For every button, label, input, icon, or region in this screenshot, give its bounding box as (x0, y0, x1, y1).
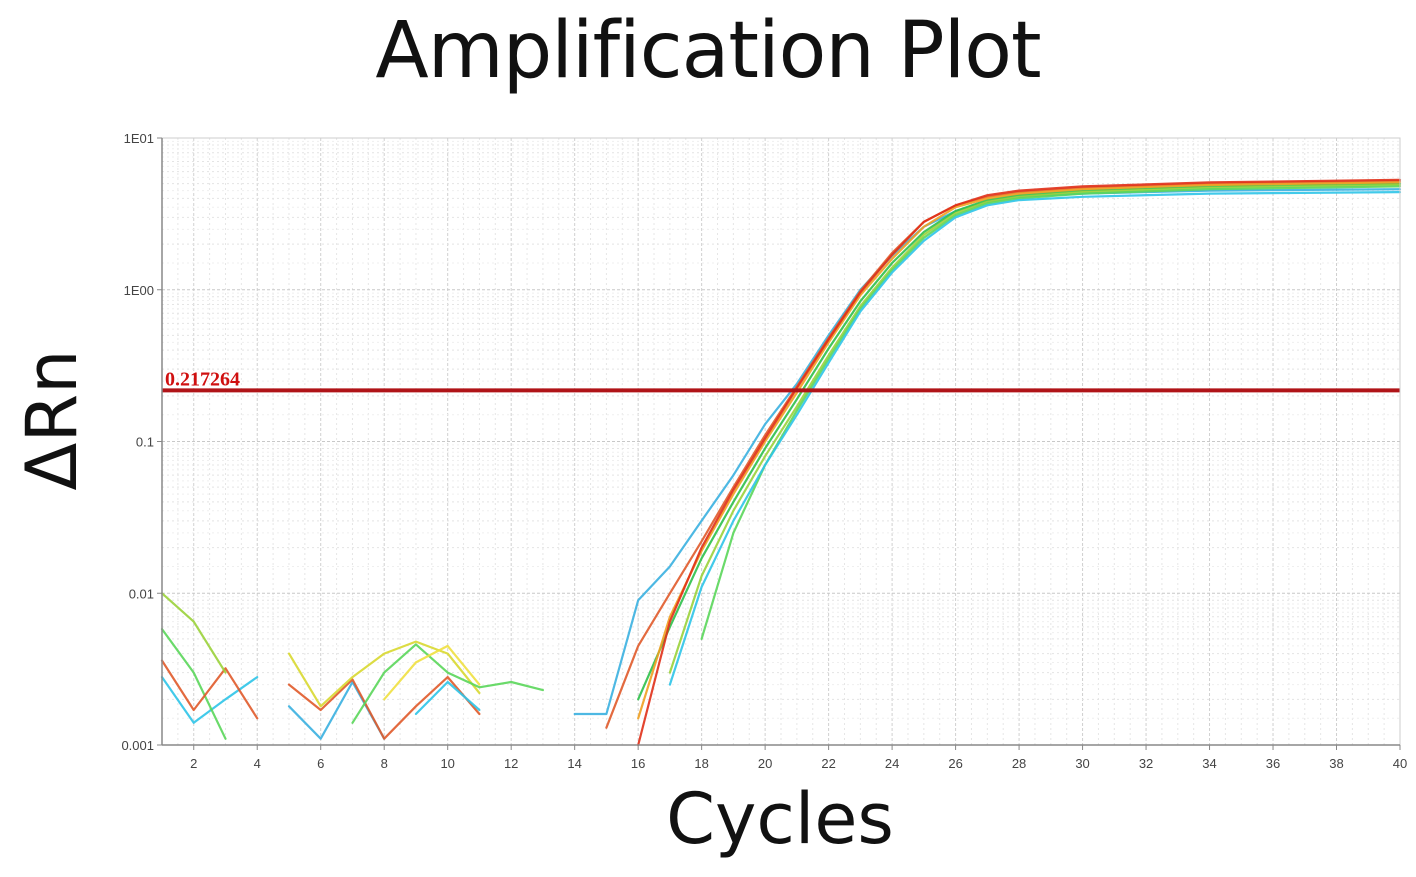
threshold: 0.217264 (162, 368, 1400, 393)
series-line-14 (668, 183, 1402, 674)
series-lines (160, 178, 1402, 747)
x-tick-label: 20 (758, 756, 772, 771)
threshold-label: 0.217264 (165, 368, 240, 390)
series-line-1 (160, 675, 259, 724)
series-line-4 (160, 592, 227, 674)
x-tick-label: 38 (1329, 756, 1343, 771)
x-tick-label: 10 (440, 756, 454, 771)
x-tick-label: 12 (504, 756, 518, 771)
series-line-2 (160, 627, 227, 740)
grid (161, 138, 1401, 746)
x-tick-label: 6 (317, 756, 324, 771)
x-axis-label: Cycles (666, 778, 894, 860)
series-line-15 (637, 181, 1402, 720)
series-line-6 (287, 675, 481, 740)
y-tick-label: 1E01 (124, 131, 154, 146)
x-tick-label: 40 (1393, 756, 1407, 771)
y-tick-label: 1E00 (124, 283, 154, 298)
x-tick-label: 32 (1139, 756, 1153, 771)
axes: 2 4 6 8 10 12 14 16 18 20 22 24 26 28 30 32 34 36 38 400.00… (121, 131, 1407, 771)
series-line-7 (287, 640, 481, 708)
y-tick-label: 0.01 (129, 586, 154, 601)
x-tick-label: 34 (1202, 756, 1216, 771)
chart-title: Amplification Plot (375, 6, 1041, 96)
x-tick-label: 26 (948, 756, 962, 771)
y-tick-label: 0.1 (136, 435, 154, 450)
series-line-9 (414, 680, 481, 716)
x-tick-label: 22 (821, 756, 835, 771)
x-tick-label: 30 (1075, 756, 1089, 771)
series-line-16 (637, 178, 1402, 747)
x-tick-label: 28 (1012, 756, 1026, 771)
x-tick-label: 2 (190, 756, 197, 771)
x-tick-label: 24 (885, 756, 899, 771)
series-line-8 (351, 643, 545, 724)
series-line-13 (637, 182, 1402, 701)
x-tick-label: 14 (567, 756, 581, 771)
x-tick-label: 16 (631, 756, 645, 771)
series-line-10 (383, 644, 481, 701)
x-tick-label: 4 (254, 756, 261, 771)
y-tick-label: 0.001 (121, 738, 154, 753)
series-line-18 (668, 191, 1402, 686)
series-line-3 (160, 659, 259, 720)
x-tick-label: 18 (694, 756, 708, 771)
x-tick-label: 36 (1266, 756, 1280, 771)
x-tick-label: 8 (381, 756, 388, 771)
